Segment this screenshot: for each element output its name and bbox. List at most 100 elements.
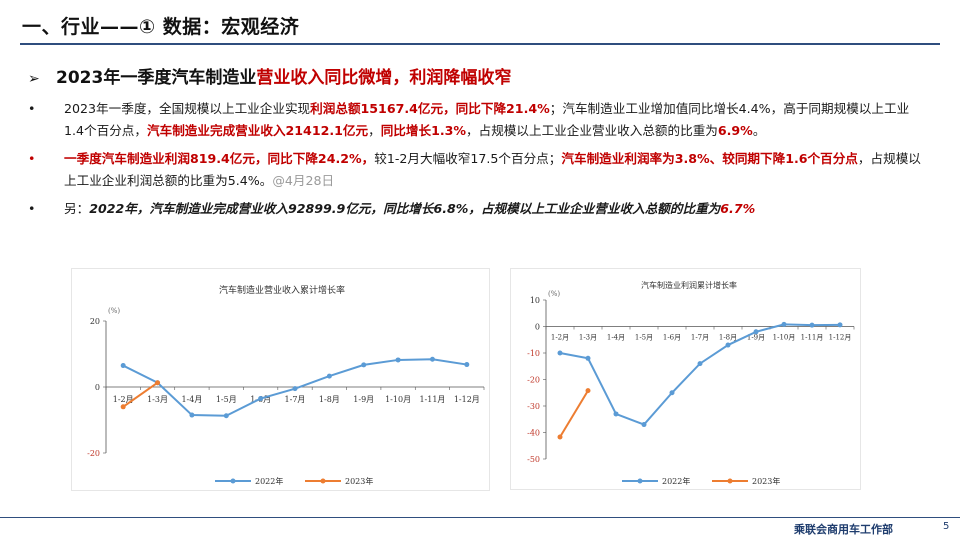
legend-label: 2022年 [255, 476, 283, 486]
section-heading-highlight: 营业收入同比微增，利润降幅收窄 [256, 68, 512, 88]
data-point [292, 386, 298, 392]
bullet-text: ；汽车制造业工业增加值同比增长4.4%，高于同期规模以上工业1.4个百分点， [64, 101, 910, 138]
bullet-highlight: 汽车制造业利润率为3.8%、较同期下降1.6个百分点 [561, 151, 858, 166]
data-point [809, 322, 815, 328]
data-point [585, 355, 591, 361]
y-tick-label: 20 [90, 317, 100, 326]
x-tick-label: 1-11月 [419, 395, 445, 404]
data-point [361, 362, 367, 368]
x-tick-label: 1-12月 [829, 334, 852, 342]
bullet-item: • 2023年一季度，全国规模以上工业企业实现利润总额15167.4亿元，同比下… [28, 98, 928, 142]
bullet-highlight: 汽车制造业完成营业收入21412.1亿元 [147, 123, 369, 138]
bullet-text: 另： [64, 201, 90, 216]
x-tick-label: 1-12月 [454, 395, 480, 404]
y-tick-label: 10 [530, 296, 540, 305]
y-axis-label: (%) [548, 290, 560, 298]
profit-growth-chart-svg: 汽车制造业利润累计增长率 (%) 10 0 -10 -20 -30 -40 -50 1-2月 1-3… [527, 280, 855, 486]
y-axis-label: (%) [108, 307, 120, 315]
page-title: 一、行业——① 数据：宏观经济 [22, 16, 300, 38]
title-bar: 一、行业——① 数据：宏观经济 [0, 0, 960, 45]
x-tick-label: 1-7月 [691, 334, 709, 342]
bullet-highlight: 利润总额15167.4亿元，同比下降21.4% [310, 101, 550, 116]
data-point [585, 388, 591, 394]
x-tick-label: 1-2月 [113, 395, 134, 404]
bullet-text: ， [368, 123, 381, 138]
legend-label: 2022年 [662, 476, 690, 486]
footer-department: 乘联会商用车工作部 [794, 523, 893, 536]
x-tick-label: 1-10月 [385, 395, 411, 404]
bullet-text: 较1-2月大幅收窄17.5个百分点； [374, 151, 562, 166]
x-tick-label: 1-9月 [747, 334, 765, 342]
y-tick-label: -20 [87, 449, 100, 458]
series-line [559, 390, 589, 438]
y-tick-label: -30 [527, 402, 540, 411]
data-point [155, 380, 161, 386]
chart-title: 汽车制造业利润累计增长率 [641, 280, 737, 290]
y-tick-label: -40 [527, 429, 540, 438]
x-tick-label: 1-4月 [181, 395, 202, 404]
bullet-list: • 2023年一季度，全国规模以上工业企业实现利润总额15167.4亿元，同比下… [28, 98, 928, 226]
legend-marker [727, 478, 733, 484]
bullet-highlight: 同比增长1.3% [380, 123, 466, 138]
data-point [837, 322, 843, 328]
arrow-bullet-icon: ➢ [28, 71, 40, 87]
data-point [557, 434, 563, 440]
y-tick-label: 0 [95, 383, 100, 392]
data-point [120, 404, 126, 410]
data-point [781, 321, 787, 327]
x-tick-label: 1-3月 [147, 395, 168, 404]
revenue-growth-chart-svg: 汽车制造业营业收入累计增长率 (%) 20 0 -20 1-2月 1-3月 1-4月 1-5月 1… [87, 284, 485, 486]
bullet-text: ，占规模以上工业企业营业收入总额的比重为 [466, 123, 718, 138]
bullet-highlight: 6.9% [717, 123, 753, 138]
chart-title: 汽车制造业营业收入累计增长率 [219, 284, 345, 296]
y-tick-label: 0 [535, 323, 540, 332]
data-point [725, 342, 731, 348]
data-point [697, 361, 703, 367]
data-point [326, 373, 332, 379]
x-tick-label: 1-7月 [285, 395, 306, 404]
x-tick-label: 1-8月 [719, 334, 737, 342]
page-number: 5 [943, 521, 950, 532]
section-heading-prefix: 2023年一季度汽车制造业 [56, 68, 257, 88]
x-tick-label: 1-9月 [353, 395, 374, 404]
data-point [641, 422, 647, 428]
revenue-growth-chart: 汽车制造业营业收入累计增长率 (%) 20 0 -20 1-2月 1-3月 1-4月 1-5月 1… [71, 268, 490, 491]
bullet-item: • 一季度汽车制造业利润819.4亿元，同比下降24.2%，较1-2月大幅收窄1… [28, 148, 928, 192]
bullet-dot-icon: • [28, 201, 36, 216]
footer-divider [0, 517, 960, 518]
y-tick-label: -10 [527, 349, 540, 358]
legend-label: 2023年 [752, 476, 780, 486]
data-point [669, 390, 675, 396]
bullet-item: • 另：2022年，汽车制造业完成营业收入92899.9亿元，同比增长6.8%，… [28, 198, 928, 220]
data-point [223, 413, 229, 419]
x-tick-label: 1-3月 [579, 334, 597, 342]
x-tick-label: 1-10月 [773, 334, 796, 342]
data-point [189, 412, 195, 418]
data-point [120, 363, 126, 369]
x-tick-label: 1-11月 [801, 334, 824, 342]
bullet-text: 2023年一季度，全国规模以上工业企业实现 [64, 101, 311, 116]
legend-label: 2023年 [345, 476, 373, 486]
data-point [258, 396, 264, 402]
data-point [464, 362, 470, 368]
x-tick-label: 1-4月 [607, 334, 625, 342]
data-point [753, 329, 759, 335]
profit-growth-chart: 汽车制造业利润累计增长率 (%) 10 0 -10 -20 -30 -40 -50 1-2月 1-3… [510, 268, 861, 490]
y-tick-label: -50 [527, 455, 540, 464]
bullet-italic-text: 2022年，汽车制造业完成营业收入92899.9亿元，同比增长6.8%，占规模以… [89, 201, 721, 216]
data-point [613, 411, 619, 417]
x-tick-label: 1-5月 [216, 395, 237, 404]
data-point [557, 350, 563, 356]
legend-marker [320, 478, 326, 484]
data-point [429, 356, 435, 362]
bullet-text: ，占规模以上工业企业利润总额的比重为5.4%。 [64, 151, 921, 188]
bullet-highlight: 一季度汽车制造业利润819.4亿元，同比下降24.2%， [64, 151, 375, 166]
bullet-date-note: @4月28日 [272, 173, 335, 188]
bullet-highlight: 6.7% [720, 201, 756, 216]
legend-marker [230, 478, 236, 484]
bullet-dot-icon: • [28, 101, 36, 116]
x-tick-label: 1-2月 [551, 334, 569, 342]
x-tick-label: 1-5月 [635, 334, 653, 342]
data-point [395, 357, 401, 363]
x-tick-label: 1-6月 [663, 334, 681, 342]
